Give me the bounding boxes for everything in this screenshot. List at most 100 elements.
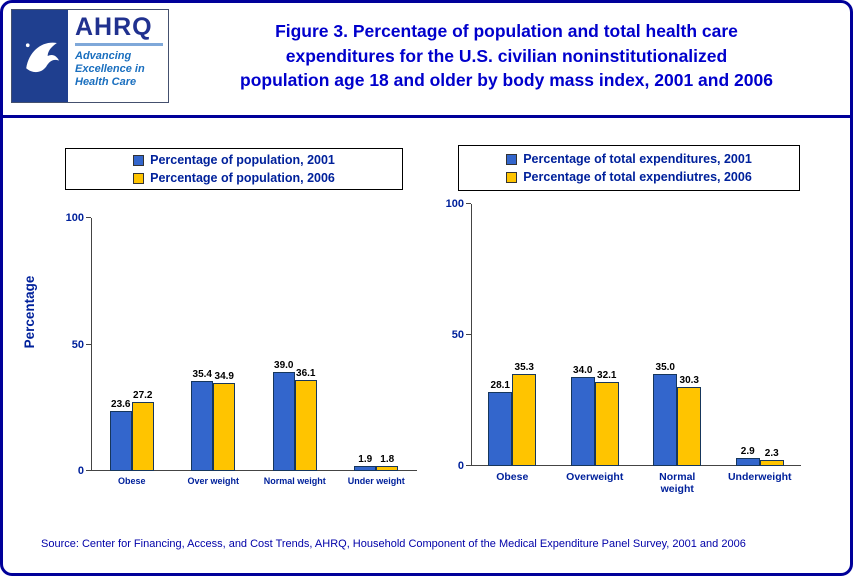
bar-group-under-weight: 1.9 1.8 Under weight <box>336 218 418 486</box>
figure-title-line: expenditures for the U.S. civilian nonin… <box>285 45 728 66</box>
ahrq-tagline-line: Advancing <box>75 50 132 62</box>
y-tick-mark <box>466 465 471 466</box>
population-chart: 0 50 100 23.6 27.2 Obese 35.4 34.9 Over weight 39… <box>66 212 418 486</box>
bar-under-weight-2006 <box>376 466 399 471</box>
bar-overweight-2001 <box>570 376 595 466</box>
y-tick-label: 0 <box>457 460 464 472</box>
category-label: Obese <box>117 476 146 486</box>
bar-obese-2006 <box>131 402 154 471</box>
bar-stack: 35.0 <box>653 362 678 466</box>
legend-item: Percentage of total expenditures, 2001 <box>506 152 752 166</box>
y-tick-mark <box>466 203 471 204</box>
expenditures-legend: Percentage of total expenditures, 2001 Pe… <box>458 145 800 191</box>
bar-group-overweight: 34.0 32.1 Overweight <box>554 204 637 483</box>
legend-item: Percentage of total expendiutres, 2006 <box>506 170 752 184</box>
bar-normal-weight-2001 <box>272 372 295 471</box>
bar-group-obese: 28.1 35.3 Obese <box>471 204 554 483</box>
bar-normal-weight-2006 <box>294 379 317 471</box>
y-axis-title: Percentage <box>22 275 37 349</box>
figure-title-line: Figure 3. Percentage of population and t… <box>275 21 738 41</box>
bar-value-label: 32.1 <box>597 369 617 381</box>
y-tick-label: 100 <box>65 212 84 224</box>
ahrq-tagline-line: Excellence in <box>75 63 145 76</box>
bar-stack: 2.9 <box>735 446 760 466</box>
y-tick-mark <box>466 334 471 335</box>
category-label: Normal weight <box>263 476 326 486</box>
bar-stack: 27.2 <box>131 390 154 471</box>
bar-normal-weight-2001 <box>653 374 678 466</box>
category-label: Normal weight <box>659 471 696 496</box>
bar-underweight-2001 <box>735 458 760 466</box>
series-2006-swatch <box>133 172 145 184</box>
bar-stack: 1.9 <box>354 454 377 471</box>
y-tick-label: 100 <box>445 198 464 210</box>
bar-group-normal-weight: 39.0 36.1 Normal weight <box>254 218 336 486</box>
bar-under-weight-2001 <box>354 466 377 471</box>
bar-stack: 34.9 <box>213 370 236 471</box>
y-tick-label: 50 <box>451 329 464 341</box>
bar-stack: 34.0 <box>570 364 595 466</box>
bar-group-normal-weight: 35.0 30.3 Normal weight <box>636 204 719 495</box>
bar-value-label: 2.9 <box>740 446 755 458</box>
bar-obese-2006 <box>512 373 537 466</box>
population-legend: Percentage of population, 2001 Percentage… <box>65 148 403 190</box>
x-axis-line <box>91 470 417 471</box>
series-2001-swatch <box>133 154 145 166</box>
bar-normal-weight-2006 <box>677 386 702 466</box>
bar-value-label: 34.0 <box>573 364 593 376</box>
y-tick-mark <box>86 343 91 345</box>
bar-value-label: 35.4 <box>192 369 212 381</box>
legend-label: Percentage of total expenditures, 2001 <box>523 152 752 166</box>
bar-stack: 39.0 <box>272 360 295 471</box>
bar-value-label: 27.2 <box>133 390 153 402</box>
bar-stack: 36.1 <box>294 367 317 471</box>
agency-logo-box: AHRQ Advancing Excellence in Health Care <box>11 9 169 103</box>
bar-over-weight-2001 <box>191 381 214 471</box>
bar-overweight-2006 <box>594 381 619 466</box>
hhs-logo <box>12 10 68 102</box>
category-label: Obese <box>496 471 529 483</box>
legend-label: Percentage of population, 2001 <box>150 153 335 167</box>
bar-value-label: 28.1 <box>490 380 510 392</box>
bar-value-label: 39.0 <box>274 360 294 372</box>
bar-value-label: 34.9 <box>214 370 234 382</box>
ahrq-tagline: Advancing Excellence in Health Care <box>75 50 163 90</box>
header-divider <box>3 115 850 118</box>
bar-over-weight-2006 <box>213 382 236 471</box>
legend-item: Percentage of population, 2006 <box>133 171 335 185</box>
bar-group-over-weight: 35.4 34.9 Over weight <box>173 218 255 486</box>
category-label: Under weight <box>347 476 405 486</box>
y-axis-line <box>471 204 472 466</box>
y-tick-mark <box>86 217 91 218</box>
bar-value-label: 2.3 <box>764 447 779 459</box>
bar-stack: 30.3 <box>677 374 702 466</box>
category-label: Underweight <box>727 471 792 483</box>
y-tick-label: 50 <box>71 338 84 351</box>
bar-value-label: 1.9 <box>358 454 373 466</box>
hhs-eagle-icon <box>25 42 60 73</box>
bar-stack: 2.3 <box>759 447 784 466</box>
bar-value-label: 36.1 <box>296 367 316 379</box>
legend-label: Percentage of population, 2006 <box>150 171 335 185</box>
ahrq-acronym: AHRQ <box>75 15 163 46</box>
bar-value-label: 35.0 <box>655 362 675 374</box>
bar-stack: 35.4 <box>191 369 214 471</box>
bar-value-label: 30.3 <box>679 374 699 386</box>
bar-group-obese: 23.6 27.2 Obese <box>91 218 173 486</box>
bar-stack: 35.3 <box>512 361 537 466</box>
bar-value-label: 23.6 <box>111 399 131 411</box>
bar-value-label: 1.8 <box>380 454 395 466</box>
legend-items: Percentage of total expenditures, 2001 Pe… <box>506 152 752 184</box>
y-axis-line <box>91 218 92 471</box>
bar-group-underweight: 2.9 2.3 Underweight <box>719 204 802 483</box>
source-note: Source: Center for Financing, Access, an… <box>41 538 746 550</box>
bar-value-label: 35.3 <box>514 361 534 373</box>
expenditures-chart: 0 50 100 28.1 35.3 Obese 34.0 32.1 Overweight 35.… <box>446 198 802 495</box>
category-label: Over weight <box>187 476 239 486</box>
bar-underweight-2006 <box>759 459 784 466</box>
y-tick-label: 0 <box>77 465 84 477</box>
ahrq-logo: AHRQ Advancing Excellence in Health Care <box>68 10 168 102</box>
series-2001-swatch <box>506 153 518 165</box>
legend-item: Percentage of population, 2001 <box>133 153 335 167</box>
